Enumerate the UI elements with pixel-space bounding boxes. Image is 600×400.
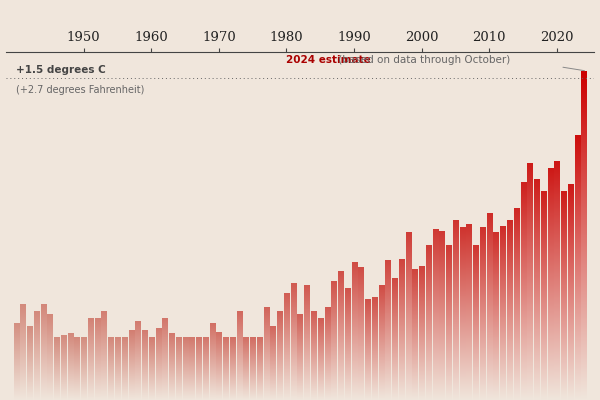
Text: 2024 estimate: 2024 estimate	[286, 55, 371, 65]
Text: +1.5 degrees C: +1.5 degrees C	[16, 66, 106, 76]
Text: (based on data through October): (based on data through October)	[335, 55, 511, 65]
Text: (+2.7 degrees Fahrenheit): (+2.7 degrees Fahrenheit)	[16, 85, 145, 95]
